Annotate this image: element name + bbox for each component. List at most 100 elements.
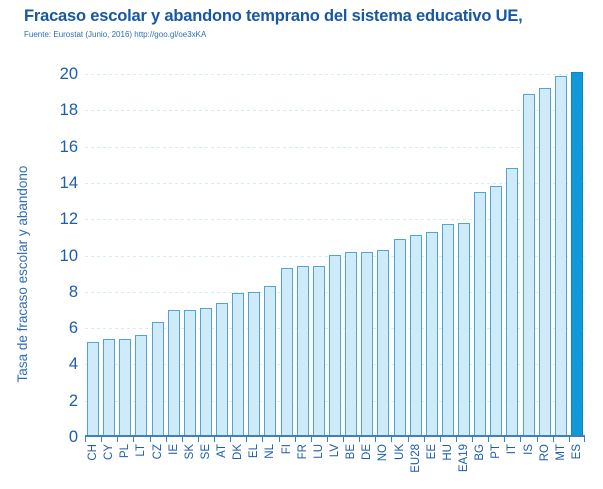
x-tick-label-cy: CY [103, 444, 116, 460]
x-axis-tick [214, 437, 216, 442]
bar-is [522, 93, 535, 435]
x-axis-tick [488, 437, 490, 442]
bar-pl [119, 338, 132, 435]
x-tick-label-it: IT [506, 444, 519, 455]
chart-source: Fuente: Eurostat (Junio, 2016) http://go… [24, 30, 207, 39]
bar-uk [393, 238, 406, 435]
y-axis-title: Tasa de fracaso escolar y abandono [15, 165, 30, 383]
x-axis-tick [181, 437, 183, 442]
x-tick-label-eu28: EU28 [409, 444, 422, 473]
y-tick-label: 0 [68, 428, 78, 446]
x-axis-tick [101, 437, 103, 442]
x-axis-tick [520, 437, 522, 442]
y-tick-label: 8 [68, 282, 78, 301]
bar-de [361, 251, 374, 435]
y-tick-label: 12 [59, 210, 78, 229]
x-tick-label-pl: PL [119, 444, 132, 459]
bar-no [377, 249, 390, 435]
x-axis-tick [472, 437, 474, 442]
y-tick-label: 20 [59, 65, 78, 83]
x-tick-label-is: IS [522, 444, 535, 455]
x-axis-tick [552, 437, 554, 442]
x-axis-tick [246, 437, 248, 442]
x-axis-tick [294, 437, 296, 442]
x-tick-label-lv: LV [329, 444, 341, 458]
x-tick-label-fr: FR [296, 444, 309, 460]
x-tick-label-ch: CH [87, 444, 100, 461]
x-tick-label-ea19: EA19 [458, 444, 471, 473]
bar-ro [538, 88, 551, 435]
bar-fr [296, 266, 309, 435]
x-tick-label-es: ES [570, 444, 583, 460]
bar-eu28 [409, 235, 422, 435]
bar-cz [151, 322, 164, 435]
bar-hu [441, 224, 454, 435]
bar-ea19 [458, 222, 471, 435]
x-tick-label-sk: SK [183, 444, 196, 460]
x-axis-tick [133, 437, 135, 442]
y-tick-label: 10 [59, 246, 78, 265]
bar-es [570, 72, 583, 435]
bar-dk [232, 293, 245, 435]
x-tick-label-ee: EE [425, 444, 438, 460]
x-axis-tick [262, 437, 264, 442]
bar-be [345, 251, 358, 435]
y-tick-label: 18 [59, 101, 78, 120]
bar-at [216, 302, 229, 435]
bar-lt [135, 335, 148, 435]
x-tick-label-ie: IE [167, 444, 180, 455]
x-tick-label-de: DE [361, 444, 374, 460]
x-tick-label-ro: RO [538, 444, 551, 462]
x-axis-tick [117, 437, 119, 442]
plot-area: CH CY PL LT CZ IE SK SE AT DK EL NL FI FR LU LV BE DE NO UK… [85, 72, 585, 473]
x-tick-label-hu: HU [441, 444, 454, 461]
gridline [85, 110, 585, 112]
x-axis-tick [407, 437, 409, 442]
x-axis-tick [278, 437, 280, 442]
bar-ch [87, 342, 100, 435]
x-axis-tick [439, 437, 441, 442]
x-axis-tick [326, 437, 328, 442]
x-tick-label-el: EL [248, 444, 261, 459]
bar-fi [280, 268, 293, 435]
x-tick-label-be: BE [345, 444, 358, 460]
x-axis-tick [375, 437, 377, 442]
x-axis-tick [165, 437, 167, 442]
x-axis-tick [423, 437, 425, 442]
x-axis-tick [230, 437, 232, 442]
x-tick-label-lt: LT [135, 444, 148, 457]
x-axis-tick [455, 437, 457, 442]
x-axis-tick [149, 437, 151, 442]
gridline [85, 182, 585, 184]
x-tick-label-no: NO [377, 444, 390, 462]
gridline [85, 219, 585, 221]
bar-el [248, 291, 261, 435]
x-tick-label-at: AT [216, 444, 229, 458]
x-tick-label-fi: FI [280, 444, 293, 455]
y-tick-label: 4 [68, 355, 78, 374]
bar-it [506, 168, 519, 435]
bar-lv [329, 255, 341, 435]
x-axis-tick [343, 437, 345, 442]
x-axis-tick [310, 437, 312, 442]
y-tick-label: 14 [59, 173, 78, 192]
x-axis-tick [568, 437, 570, 442]
bar-nl [264, 286, 277, 435]
bar-ie [167, 309, 180, 435]
x-tick-label-mt: MT [554, 444, 567, 461]
chart-title: Fracaso escolar y abandono temprano del … [24, 7, 523, 25]
bar-cy [103, 338, 116, 435]
bar-se [199, 307, 212, 435]
gridline [85, 146, 585, 148]
bar-mt [554, 75, 567, 435]
x-axis-tick [85, 437, 86, 442]
x-tick-label-nl: NL [264, 444, 277, 459]
x-axis-tick [584, 437, 585, 442]
bar-pt [490, 186, 503, 435]
x-axis-tick [504, 437, 506, 442]
bar-lu [312, 266, 325, 435]
x-tick-label-dk: DK [232, 444, 245, 460]
bar-bg [474, 191, 487, 435]
x-tick-label-bg: BG [474, 444, 487, 461]
